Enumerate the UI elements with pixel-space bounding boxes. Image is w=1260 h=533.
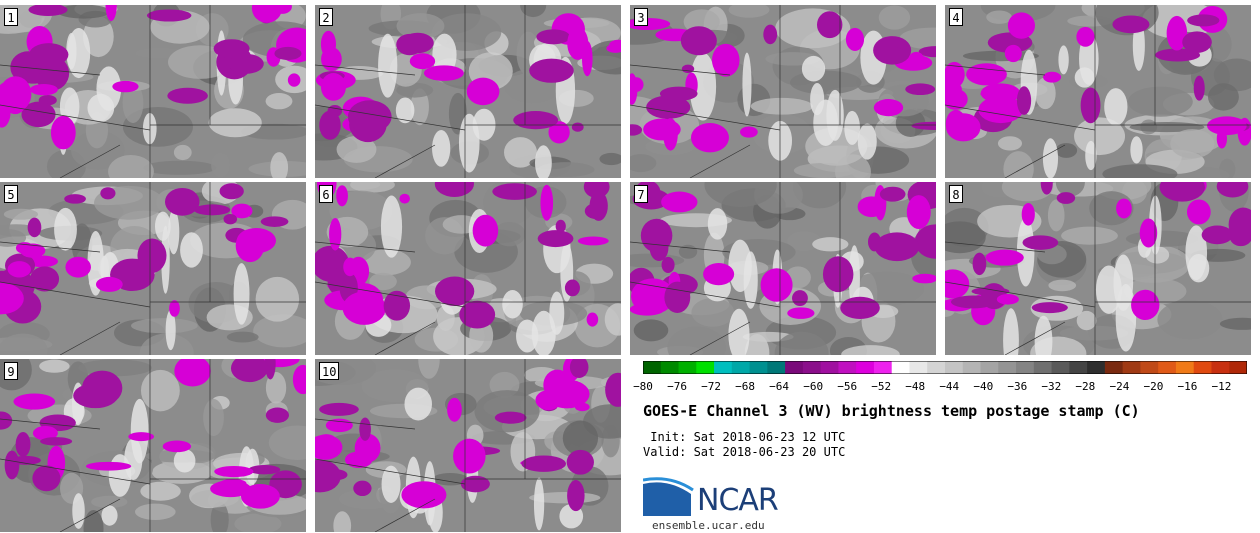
colorbar-swatch: [927, 361, 946, 374]
init-time: Init: Sat 2018-06-23 12 UTC: [643, 430, 846, 444]
map-image: [315, 182, 621, 355]
colorbar-swatch: [856, 361, 875, 374]
colorbar-tick-label: −64: [769, 380, 790, 393]
colorbar-swatch: [660, 361, 680, 374]
colorbar-swatch: [1051, 361, 1070, 374]
colorbar-swatch: [1175, 361, 1195, 374]
member-panel-8: 8: [945, 182, 1251, 355]
map-image: [945, 5, 1251, 178]
member-panel-2: 2: [315, 5, 621, 178]
colorbar-swatch: [1122, 361, 1141, 374]
colorbar-swatch: [1140, 361, 1159, 374]
map-image: [0, 182, 306, 355]
colorbar-tick-label: −80: [633, 380, 653, 393]
colorbar-swatch: [945, 361, 964, 374]
map-image: [945, 182, 1251, 355]
colorbar-tick-label: −16: [1177, 380, 1198, 393]
product-title: GOES-E Channel 3 (WV) brightness temp po…: [643, 402, 1140, 420]
colorbar-swatch: [891, 361, 910, 374]
member-panel-6: 6: [315, 182, 621, 355]
member-panel-5: 5: [0, 182, 306, 355]
colorbar-tick-label: −32: [1041, 380, 1062, 393]
colorbar-swatch: [1087, 361, 1106, 374]
member-panel-9: 9: [0, 359, 306, 532]
colorbar-tick-label: −20: [1143, 380, 1164, 393]
colorbar-tick-label: −60: [803, 380, 824, 393]
member-panel-4: 4: [945, 5, 1251, 178]
colorbar-swatch: [1104, 361, 1124, 374]
colorbar-swatch: [820, 361, 839, 374]
colorbar-tick-label: −40: [973, 380, 994, 393]
colorbar-swatch: [1069, 361, 1088, 374]
map-image: [315, 5, 621, 178]
member-panel-10: 10: [315, 359, 621, 532]
colorbar-swatch: [1158, 361, 1177, 374]
colorbar-tick-label: −24: [1109, 380, 1130, 393]
colorbar-tick-label: −28: [1075, 380, 1096, 393]
map-image: [315, 359, 621, 532]
colorbar-swatch: [767, 361, 786, 374]
member-panel-3: 3: [630, 5, 936, 178]
member-label: 10: [319, 362, 340, 380]
colorbar-swatch: [678, 361, 697, 374]
colorbar-tick-label: −12: [1211, 380, 1232, 393]
colorbar-swatch: [749, 361, 768, 374]
ncar-logo-icon: [643, 477, 694, 516]
colorbar-swatch: [696, 361, 715, 374]
logo-wordmark: NCAR: [697, 483, 779, 518]
member-label: 4: [949, 8, 963, 26]
member-label: 3: [634, 8, 648, 26]
valid-time: Valid: Sat 2018-06-23 20 UTC: [643, 445, 846, 459]
map-image: [0, 359, 306, 532]
colorbar-swatch: [838, 361, 857, 374]
member-label: 8: [949, 185, 963, 203]
colorbar-tick-label: −52: [871, 380, 892, 393]
colorbar-swatch: [785, 361, 804, 374]
colorbar-swatch: [643, 361, 662, 374]
colorbar-swatch: [1193, 361, 1212, 374]
colorbar-swatch: [909, 361, 928, 374]
colorbar-swatch: [1229, 361, 1247, 374]
colorbar-swatch: [714, 361, 733, 374]
colorbar-swatch: [802, 361, 822, 374]
map-image: [630, 182, 936, 355]
member-panel-7: 7: [630, 182, 936, 355]
colorbar-tick-label: −68: [735, 380, 756, 393]
colorbar-tick-label: −56: [837, 380, 858, 393]
member-panel-1: 1: [0, 5, 306, 178]
colorbar-tick-label: −48: [905, 380, 926, 393]
colorbar-swatch: [998, 361, 1017, 374]
colorbar-swatch: [731, 361, 751, 374]
member-label: 7: [634, 185, 648, 203]
colorbar-swatch: [1033, 361, 1053, 374]
member-label: 1: [4, 8, 18, 26]
member-label: 5: [4, 185, 18, 203]
colorbar-tick-label: −72: [701, 380, 721, 393]
colorbar-swatch: [962, 361, 982, 374]
colorbar-swatch: [980, 361, 999, 374]
colorbar-tick-label: −44: [939, 380, 960, 393]
colorbar-tick-label: −36: [1007, 380, 1028, 393]
colorbar-swatch: [1211, 361, 1230, 374]
colorbar-swatch: [873, 361, 893, 374]
member-label: 9: [4, 362, 18, 380]
map-image: [630, 5, 936, 178]
logo-url: ensemble.ucar.edu: [652, 519, 765, 532]
map-image: [0, 5, 306, 178]
member-label: 6: [319, 185, 333, 203]
colorbar-swatch: [1016, 361, 1035, 374]
colorbar: [643, 361, 1247, 374]
colorbar-tick-label: −76: [667, 380, 687, 393]
member-label: 2: [319, 8, 333, 26]
